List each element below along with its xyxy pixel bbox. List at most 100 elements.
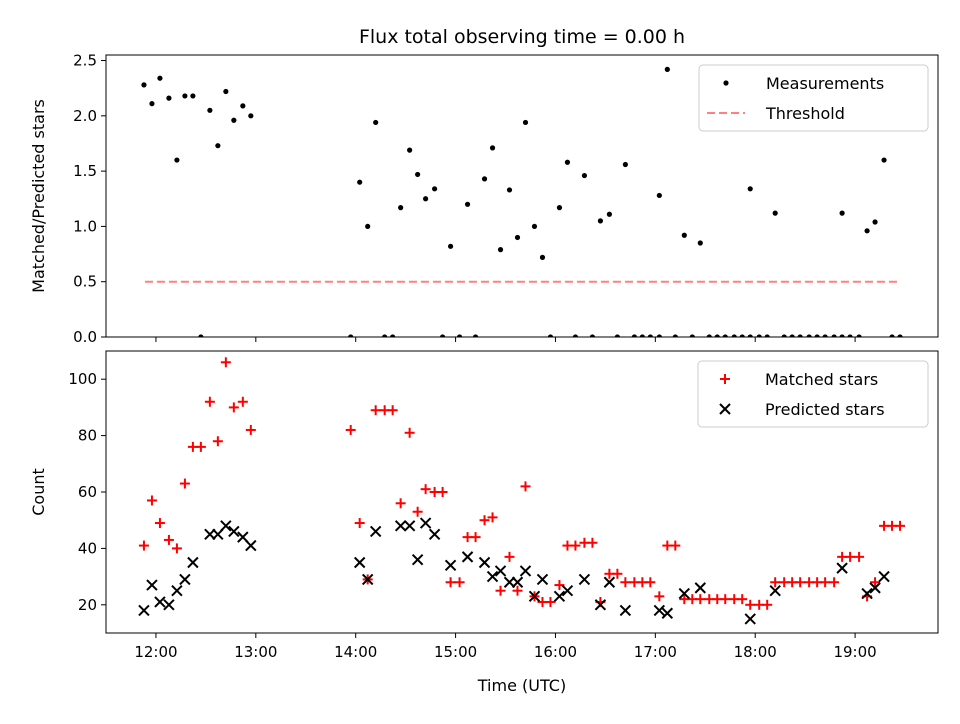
measurement-point [464, 201, 471, 207]
predicted-star-point [154, 596, 166, 608]
measurement-point [348, 334, 354, 337]
measurement-point [456, 334, 463, 337]
matched-star-point [512, 585, 523, 596]
predicted-star-point [403, 520, 416, 532]
y-tick-label: 1.0 [73, 217, 97, 235]
measurement-point [514, 234, 521, 241]
measurement-point [689, 334, 695, 337]
matched-star-point [387, 405, 398, 416]
matched-star-point [737, 594, 748, 605]
matched-star-point [163, 534, 174, 545]
count-panel: 20 40 60 80 100 12:00 13:00 14:00 15:00 16:00 17:0… [29, 350, 939, 695]
matched-star-point [620, 577, 631, 588]
predicted-star-point [619, 604, 632, 617]
measurement-point [781, 334, 787, 337]
y-tick-label: 80 [78, 427, 97, 445]
predicted-star-point [536, 573, 549, 586]
matched-star-point [487, 512, 498, 523]
matched-star-point [587, 537, 598, 548]
matched-star-point [370, 405, 381, 416]
matched-star-point [795, 577, 806, 588]
measurement-point [806, 334, 812, 337]
x-tick-label: 16:00 [534, 643, 577, 661]
matched-star-point [504, 551, 515, 562]
axes-frame [105, 350, 939, 634]
measurement-point [432, 186, 438, 192]
measurement-point [672, 334, 678, 337]
measurement-point [889, 334, 895, 337]
plot-area [141, 66, 903, 337]
predicted-star-point [478, 556, 491, 569]
measurement-point [373, 119, 379, 126]
x-tick-label: 19:00 [833, 643, 876, 661]
matched-star-point [171, 543, 182, 554]
measurement-point [365, 223, 371, 230]
predicted-star-point [419, 517, 432, 529]
measurement-point [639, 334, 645, 337]
matched-star-point [445, 577, 456, 588]
predicted-star-point [869, 582, 881, 594]
measurement-point [822, 334, 828, 337]
matched-star-point [820, 577, 831, 588]
measurement-point [864, 228, 870, 234]
measurement-point [772, 210, 778, 216]
predicted-star-point [461, 551, 474, 563]
measurement-point [847, 334, 853, 337]
measurement-point [614, 334, 620, 337]
measurement-point [439, 334, 446, 337]
measurement-point [897, 334, 903, 337]
y-tick-label: 1.5 [73, 162, 97, 180]
measurement-point [531, 223, 538, 230]
measurement-point [664, 66, 670, 72]
predicted-star-point [561, 584, 574, 597]
matched-star-point [138, 540, 149, 551]
x-tick-label: 14:00 [334, 643, 377, 661]
matched-star-point [545, 596, 556, 607]
measurement-point [522, 119, 529, 126]
legend-box [698, 64, 929, 132]
predicted-star-point [603, 576, 616, 588]
measurement-point [881, 157, 887, 163]
y-tick-label: 2.0 [73, 107, 97, 125]
measurement-point [731, 334, 737, 337]
predicted-star-point [494, 565, 507, 577]
measurement-point [681, 232, 687, 238]
matched-star-point [479, 515, 490, 526]
y-axis-label: Matched/Predicted stars [29, 99, 48, 293]
measurement-point [564, 159, 571, 165]
matched-star-point [554, 580, 565, 591]
measurement-point [789, 334, 795, 337]
figure-title: Flux total observing time = 0.00 h [359, 26, 685, 48]
measurement-point [764, 334, 770, 337]
predicted-star-point [744, 613, 756, 625]
legend: Measurements Threshold [698, 64, 929, 132]
legend-label: Predicted stars [765, 400, 885, 419]
predicted-star-point [661, 607, 674, 619]
y-tick-label: 0.0 [73, 328, 97, 346]
measurement-point [589, 334, 596, 337]
matched-star-point [612, 568, 623, 579]
measurement-point [415, 171, 421, 178]
predicted-star-point [361, 573, 374, 586]
measurement-point [631, 334, 637, 337]
legend-label: Threshold [765, 104, 845, 123]
measurement-point [149, 101, 155, 107]
matched-star-point [645, 577, 656, 588]
y-tick-label: 20 [78, 596, 97, 614]
matched-star-point [179, 478, 190, 489]
matched-star-point [845, 551, 856, 562]
measurement-point [423, 196, 429, 202]
measurement-point [581, 172, 588, 179]
measurement-point [240, 103, 246, 109]
measurement-point [814, 334, 820, 337]
matched-star-point [237, 396, 248, 407]
measurement-point [382, 334, 388, 337]
matched-star-point [570, 540, 581, 551]
matched-star-point [470, 532, 481, 543]
legend-marker-predicted [719, 403, 731, 415]
measurement-point [248, 113, 254, 119]
measurement-point [547, 334, 554, 337]
measurement-point [839, 334, 845, 337]
matched-star-point [220, 357, 231, 368]
